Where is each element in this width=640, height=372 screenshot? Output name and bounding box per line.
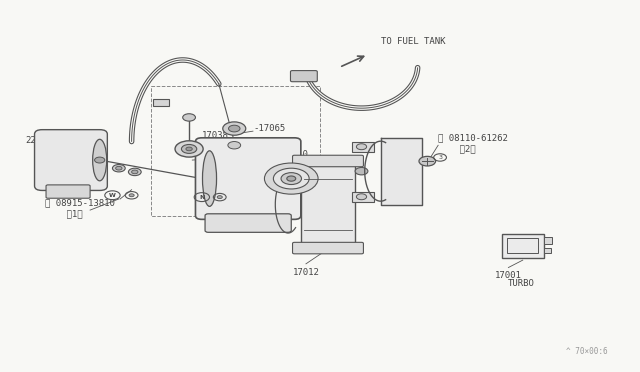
FancyBboxPatch shape: [352, 141, 374, 152]
Text: ^ 70×00:6: ^ 70×00:6: [566, 347, 607, 356]
Circle shape: [132, 170, 138, 174]
FancyBboxPatch shape: [35, 130, 108, 190]
Circle shape: [129, 194, 134, 197]
FancyBboxPatch shape: [543, 237, 552, 244]
Text: ③ 08110-61262
    （2）: ③ 08110-61262 （2）: [438, 134, 508, 153]
Text: 17038: 17038: [202, 131, 228, 141]
Circle shape: [223, 122, 246, 135]
Text: 3: 3: [438, 155, 442, 160]
FancyBboxPatch shape: [352, 192, 374, 202]
FancyBboxPatch shape: [153, 99, 169, 106]
FancyBboxPatch shape: [502, 234, 543, 258]
FancyBboxPatch shape: [205, 214, 291, 232]
Text: 17001: 17001: [495, 271, 522, 280]
FancyBboxPatch shape: [46, 185, 90, 198]
FancyBboxPatch shape: [292, 242, 364, 254]
Circle shape: [419, 156, 436, 166]
Circle shape: [287, 176, 296, 181]
Circle shape: [228, 141, 241, 149]
Circle shape: [129, 168, 141, 176]
Text: N: N: [199, 195, 205, 200]
Circle shape: [217, 196, 222, 199]
Circle shape: [281, 173, 301, 185]
Text: 17010: 17010: [282, 150, 308, 159]
Text: Ⓝ 08911-10910
    （1）: Ⓝ 08911-10910 （1）: [202, 204, 272, 224]
Text: Ⓦ 08915-13810
    ＼1／: Ⓦ 08915-13810 ＼1／: [45, 199, 115, 218]
FancyBboxPatch shape: [301, 164, 355, 245]
Circle shape: [116, 166, 122, 170]
Circle shape: [356, 194, 367, 200]
Circle shape: [273, 168, 309, 189]
Circle shape: [356, 144, 367, 150]
Circle shape: [264, 163, 318, 194]
Text: W: W: [109, 193, 116, 198]
Circle shape: [113, 164, 125, 172]
Circle shape: [186, 147, 192, 151]
Circle shape: [181, 144, 196, 153]
Text: 17012: 17012: [292, 267, 319, 276]
FancyBboxPatch shape: [291, 71, 317, 82]
Circle shape: [95, 157, 105, 163]
FancyBboxPatch shape: [543, 247, 550, 253]
Text: -17065: -17065: [253, 124, 285, 133]
Circle shape: [228, 125, 240, 132]
Polygon shape: [381, 138, 422, 205]
Text: TURBO: TURBO: [508, 279, 534, 288]
Circle shape: [175, 141, 203, 157]
Ellipse shape: [202, 151, 216, 206]
FancyBboxPatch shape: [195, 138, 301, 219]
FancyBboxPatch shape: [292, 155, 364, 167]
Ellipse shape: [93, 139, 107, 181]
Circle shape: [182, 114, 195, 121]
Text: 22675: 22675: [25, 136, 52, 145]
Text: TO FUEL TANK: TO FUEL TANK: [381, 37, 445, 46]
Circle shape: [355, 167, 368, 175]
